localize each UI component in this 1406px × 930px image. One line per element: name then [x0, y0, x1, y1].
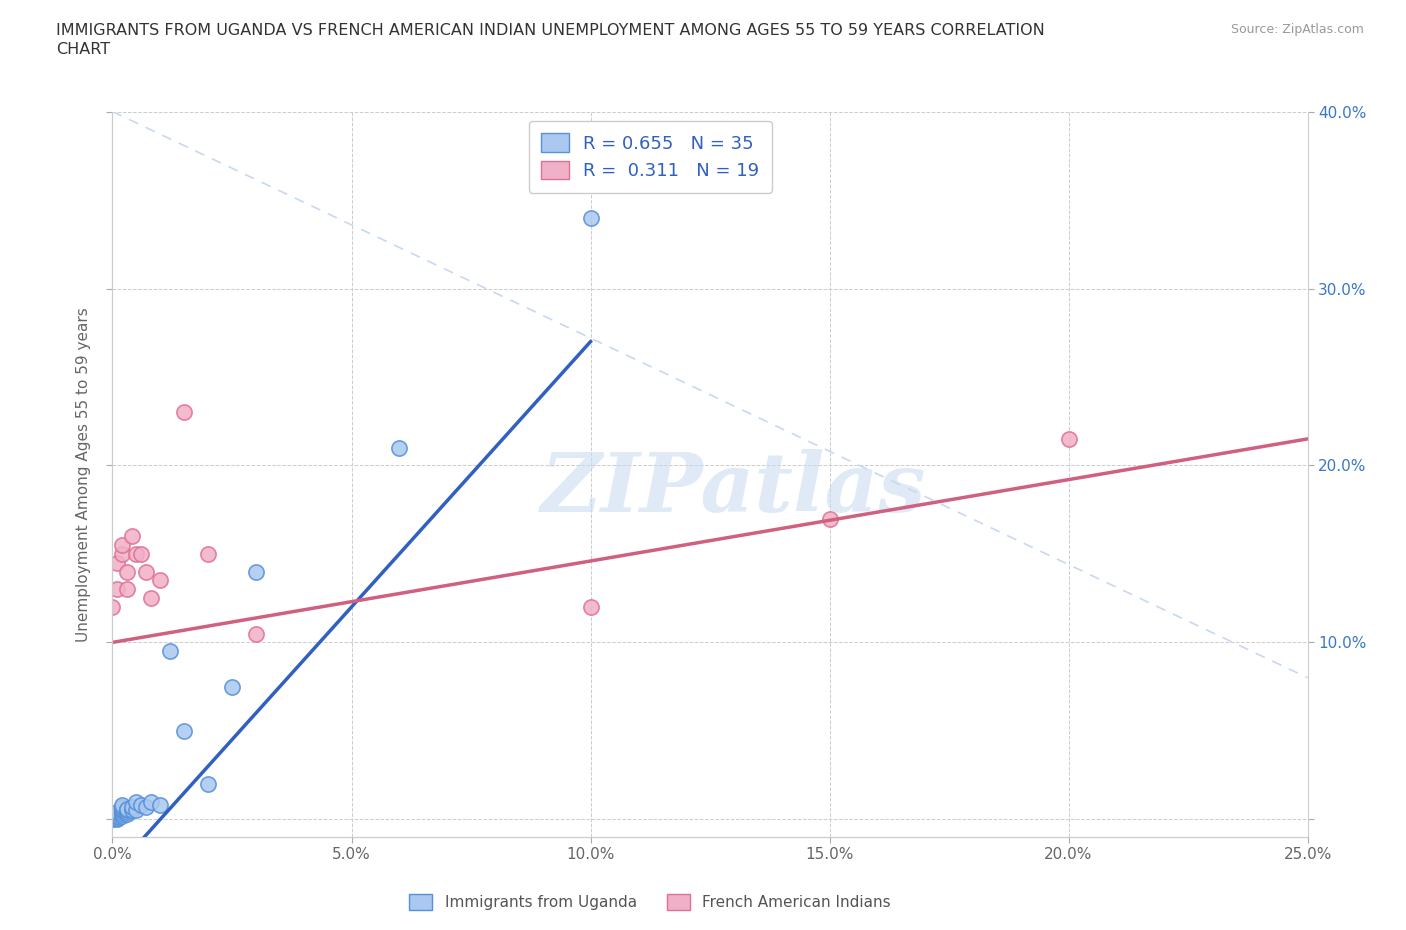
- Point: [245, 626, 267, 641]
- Point: [115, 802, 138, 817]
- Point: [135, 800, 157, 815]
- Point: [101, 812, 124, 827]
- Point: [105, 582, 128, 597]
- Point: [139, 591, 162, 605]
- Point: [105, 810, 128, 825]
- Legend: Immigrants from Uganda, French American Indians: Immigrants from Uganda, French American …: [404, 888, 897, 916]
- Point: [105, 808, 128, 823]
- Point: [105, 804, 128, 819]
- Point: [111, 802, 134, 817]
- Point: [149, 573, 172, 588]
- Point: [105, 806, 128, 821]
- Point: [129, 798, 152, 813]
- Point: [173, 724, 195, 738]
- Point: [121, 800, 143, 815]
- Point: [1057, 432, 1080, 446]
- Point: [105, 555, 128, 570]
- Point: [115, 803, 138, 817]
- Point: [115, 806, 138, 821]
- Text: IMMIGRANTS FROM UGANDA VS FRENCH AMERICAN INDIAN UNEMPLOYMENT AMONG AGES 55 TO 5: IMMIGRANTS FROM UGANDA VS FRENCH AMERICA…: [56, 23, 1045, 38]
- Point: [101, 812, 124, 827]
- Point: [221, 679, 243, 694]
- Point: [197, 547, 219, 562]
- Point: [115, 582, 138, 597]
- Point: [115, 804, 138, 819]
- Point: [159, 644, 181, 658]
- Point: [125, 803, 148, 817]
- Text: Source: ZipAtlas.com: Source: ZipAtlas.com: [1230, 23, 1364, 36]
- Point: [173, 405, 195, 419]
- Point: [111, 803, 134, 817]
- Point: [579, 600, 602, 615]
- Point: [818, 512, 841, 526]
- Point: [245, 565, 267, 579]
- Point: [105, 812, 128, 827]
- Point: [149, 798, 172, 813]
- Point: [125, 794, 148, 809]
- Point: [111, 547, 134, 562]
- Point: [129, 547, 152, 562]
- Point: [388, 440, 411, 455]
- Point: [111, 800, 134, 815]
- Point: [105, 808, 128, 823]
- Point: [111, 808, 134, 823]
- Point: [579, 210, 602, 225]
- Point: [111, 806, 134, 821]
- Point: [121, 803, 143, 817]
- Point: [111, 804, 134, 819]
- Point: [125, 547, 148, 562]
- Point: [139, 794, 162, 809]
- Point: [135, 565, 157, 579]
- Text: ZIPatlas: ZIPatlas: [541, 449, 927, 529]
- Point: [111, 538, 134, 552]
- Point: [101, 600, 124, 615]
- Text: CHART: CHART: [56, 42, 110, 57]
- Point: [115, 565, 138, 579]
- Point: [105, 810, 128, 825]
- Point: [111, 798, 134, 813]
- Point: [197, 777, 219, 791]
- Point: [121, 529, 143, 544]
- Y-axis label: Unemployment Among Ages 55 to 59 years: Unemployment Among Ages 55 to 59 years: [76, 307, 91, 642]
